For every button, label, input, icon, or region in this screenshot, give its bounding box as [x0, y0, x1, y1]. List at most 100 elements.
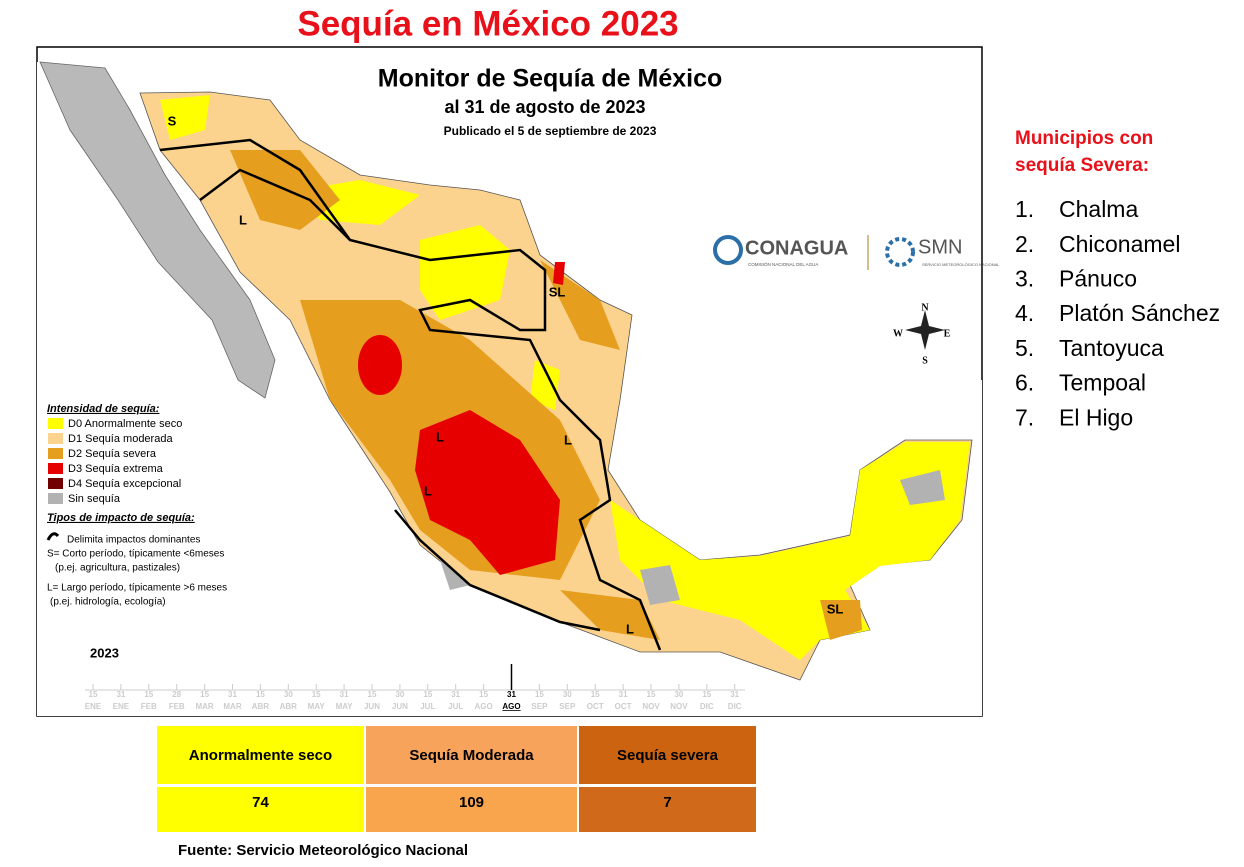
- timeline-month: DIC: [700, 702, 714, 711]
- timeline-day: 31: [507, 690, 516, 699]
- impact-heading: Tipos de impacto de sequía:: [47, 512, 195, 524]
- timeline-day: 15: [423, 690, 432, 699]
- compass-letter: S: [922, 355, 928, 366]
- impact-label: S: [168, 113, 177, 128]
- timeline-month: OCT: [587, 702, 604, 711]
- timeline-month: JUN: [392, 702, 408, 711]
- list-item: Platón Sánchez: [1059, 300, 1220, 326]
- timeline-month: FEB: [141, 702, 157, 711]
- legend-label: D2 Sequía severa: [68, 448, 157, 460]
- timeline-day: 30: [395, 690, 404, 699]
- timeline-day: 15: [479, 690, 488, 699]
- timeline-day: 28: [172, 690, 181, 699]
- legend-swatch: [48, 478, 63, 489]
- smn-sub: SERVICIO METEOROLÓGICO NACIONAL: [922, 262, 1000, 267]
- map: [37, 60, 982, 716]
- timeline-month: ENE: [113, 702, 130, 711]
- impact-short: S= Corto período, típicamente <6meses: [47, 549, 224, 560]
- timeline-day: 31: [228, 690, 237, 699]
- legend-label: D1 Sequía moderada: [68, 433, 173, 445]
- impact-label: L: [424, 483, 432, 498]
- legend-label: D4 Sequía excepcional: [68, 478, 181, 490]
- timeline-day: 30: [563, 690, 572, 699]
- timeline-day: 15: [256, 690, 265, 699]
- header-cell: [157, 726, 364, 784]
- list-number: 7.: [1015, 404, 1034, 430]
- legend-label: D3 Sequía extrema: [68, 463, 164, 475]
- timeline-month: JUL: [420, 702, 435, 711]
- impact-label: L: [626, 621, 634, 636]
- smn-name: SMN: [918, 236, 962, 258]
- map-subtitle: al 31 de agosto de 2023: [444, 97, 645, 117]
- compass-rose: [905, 310, 945, 350]
- legend-swatch: [48, 448, 63, 459]
- legend-label: Sin sequía: [68, 493, 121, 505]
- conagua-name: CONAGUA: [745, 237, 848, 259]
- timeline-day: 15: [200, 690, 209, 699]
- extreme-area: [358, 335, 402, 395]
- conagua-logo: [713, 235, 743, 265]
- compass-letter: E: [944, 328, 951, 339]
- legend-heading: Intensidad de sequía:: [47, 403, 160, 415]
- timeline-day: 15: [535, 690, 544, 699]
- timeline-day: 15: [702, 690, 711, 699]
- timeline-day: 31: [619, 690, 628, 699]
- source: Fuente: Servicio Meteorológico Nacional: [178, 842, 468, 859]
- impact-label: SL: [549, 284, 566, 299]
- value-text: 74: [252, 794, 269, 811]
- timeline-day: 15: [591, 690, 600, 699]
- list-item: Pánuco: [1059, 265, 1137, 291]
- baja-california: [39, 61, 276, 399]
- impact-label: L: [436, 429, 444, 444]
- timeline-month: NOV: [642, 702, 660, 711]
- timeline-day: 15: [144, 690, 153, 699]
- timeline-day: 31: [340, 690, 349, 699]
- timeline-month: DIC: [728, 702, 742, 711]
- impact-line-sample: [46, 532, 60, 541]
- impact-long-note: (p.ej. hidrología, ecología): [50, 597, 166, 608]
- list-number: 1.: [1015, 196, 1034, 222]
- timeline-month: FEB: [169, 702, 185, 711]
- value-text: 7: [663, 794, 671, 811]
- header-text: Sequía severa: [617, 747, 719, 764]
- timeline-day: 31: [451, 690, 460, 699]
- legend-swatch: [48, 463, 63, 474]
- legend-label: D0 Anormalmente seco: [68, 418, 182, 430]
- timeline-day: 30: [674, 690, 683, 699]
- list-item: Tantoyuca: [1059, 335, 1164, 361]
- map-published: Publicado el 5 de septiembre de 2023: [444, 124, 657, 138]
- timeline-month: AGO: [474, 702, 492, 711]
- list-number: 3.: [1015, 265, 1034, 291]
- smn-logo: [885, 237, 915, 267]
- impact-line: Delimita impactos dominantes: [67, 535, 200, 546]
- header-text: Sequía Moderada: [409, 747, 534, 764]
- timeline-month: OCT: [615, 702, 632, 711]
- conagua-sub: COMISIÓN NACIONAL DEL AGUA: [748, 261, 818, 267]
- timeline-day: 15: [647, 690, 656, 699]
- timeline-month: ENE: [85, 702, 102, 711]
- extreme-area: [553, 262, 565, 285]
- logos: [713, 235, 915, 270]
- value-cell: [157, 787, 364, 832]
- value-cell: [366, 787, 577, 832]
- timeline-day: 31: [116, 690, 125, 699]
- legend-swatch: [48, 493, 63, 504]
- slide-title: Sequía en México 2023: [297, 4, 678, 43]
- compass-letter: W: [893, 328, 903, 339]
- header-text: Anormalmente seco: [189, 747, 332, 764]
- impact-boundary: [159, 138, 662, 651]
- list-item: El Higo: [1059, 404, 1133, 430]
- timeline-day: 15: [89, 690, 98, 699]
- timeline-day: 15: [368, 690, 377, 699]
- list-number: 6.: [1015, 370, 1034, 396]
- list-item: Chiconamel: [1059, 231, 1180, 257]
- timeline-month: SEP: [531, 702, 548, 711]
- legend-swatch: [48, 433, 63, 444]
- impact-label: SL: [827, 601, 844, 616]
- list-number: 4.: [1015, 300, 1034, 326]
- timeline-month: NOV: [670, 702, 688, 711]
- timeline-month: JUL: [448, 702, 463, 711]
- timeline-month: MAR: [195, 702, 213, 711]
- list-number: 5.: [1015, 335, 1034, 361]
